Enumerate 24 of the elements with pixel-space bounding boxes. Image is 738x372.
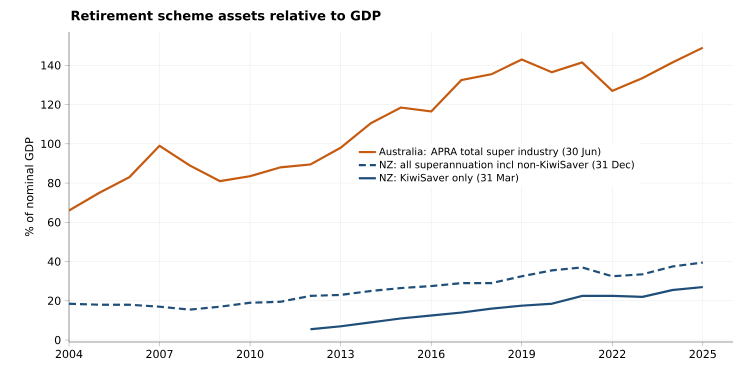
y-tick-label: 120 <box>41 100 60 109</box>
x-tick-label: 2016 <box>418 350 444 358</box>
y-tick-label: 60 <box>48 218 60 226</box>
y-tick-label: 20 <box>48 296 60 305</box>
chart-title: Retirement scheme assets relative to GDP <box>72 10 381 20</box>
y-tick-label: 100 <box>41 140 60 148</box>
y-tick-label: 0 <box>54 336 60 344</box>
y-tick-label: 140 <box>41 61 60 70</box>
legend-label: NZ: KiwiSaver only (31 Mar) <box>380 174 518 184</box>
x-tick-label: 2025 <box>690 350 716 358</box>
y-tick-label: 80 <box>48 178 60 188</box>
x-tick-label: 2007 <box>146 350 173 358</box>
legend-label: Australia: APRA total super industry (30 Jun) <box>379 147 600 158</box>
x-tick-label: 2004 <box>56 350 82 358</box>
x-tick-label: 2010 <box>236 350 264 358</box>
x-tick-label: 2022 <box>599 350 626 358</box>
line-series <box>69 46 704 212</box>
y-tick-label: 40 <box>48 257 60 266</box>
line-series <box>69 261 704 311</box>
legend-label: NZ: all superannuation incl non-KiwiSaver (31 Dec) <box>380 160 634 170</box>
line-series <box>309 286 704 330</box>
x-tick-label: 2019 <box>508 350 535 358</box>
y-axis-title: % of nominal GDP <box>24 138 34 236</box>
x-tick-label: 2013 <box>327 350 354 358</box>
